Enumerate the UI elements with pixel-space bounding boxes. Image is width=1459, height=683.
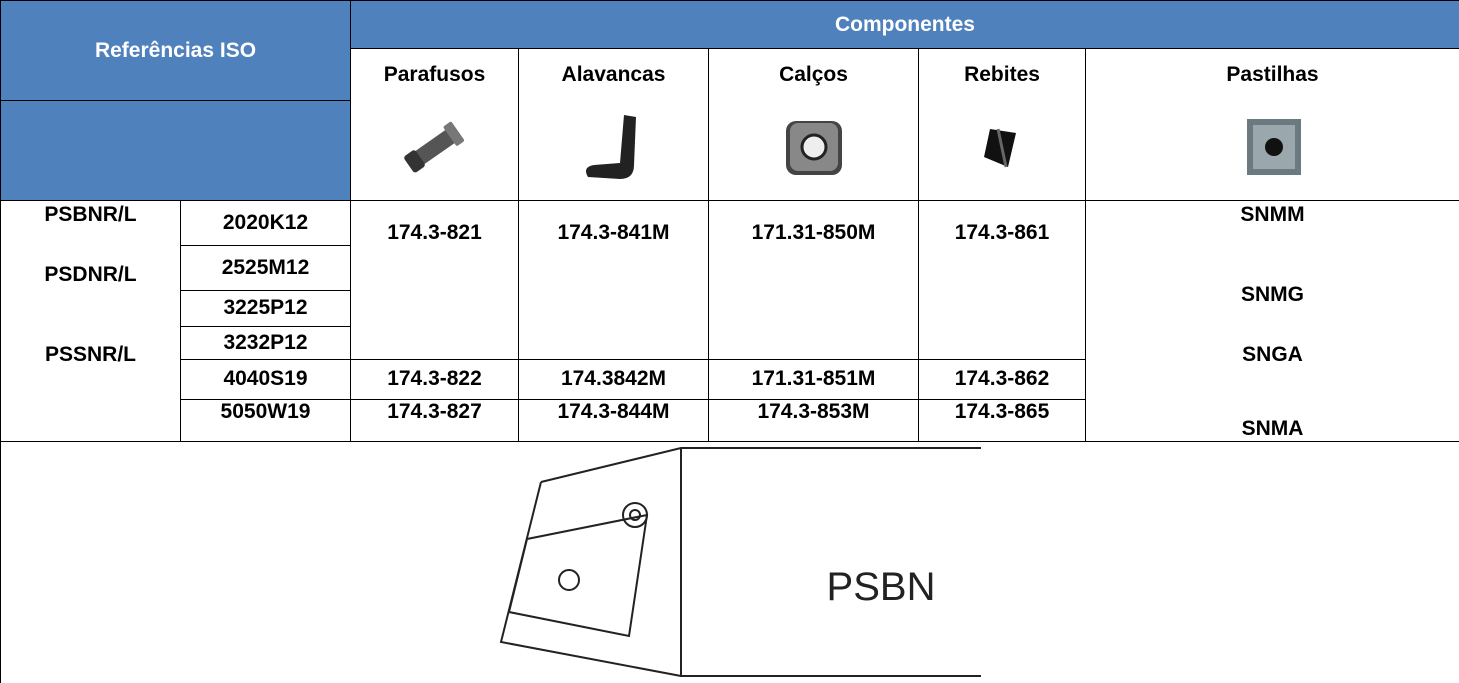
size: 3225P12 bbox=[181, 291, 351, 326]
column-header: Calços bbox=[709, 49, 919, 101]
icon-cell bbox=[519, 101, 709, 201]
family-cell: PSBNR/L PSDNR/L PSSNR/L bbox=[1, 201, 181, 442]
rivet-icon bbox=[962, 107, 1042, 187]
component: 174.3-861 bbox=[919, 201, 1086, 360]
size: 5050W19 bbox=[181, 399, 351, 441]
column-header: Alavancas bbox=[519, 49, 709, 101]
screw-icon bbox=[395, 107, 475, 187]
component: 174.3-822 bbox=[351, 359, 519, 399]
lever-icon bbox=[574, 107, 654, 187]
column-header: Rebites bbox=[919, 49, 1086, 101]
size: 3232P12 bbox=[181, 326, 351, 359]
insert: SNMM bbox=[1086, 203, 1459, 227]
column-header: Parafusos bbox=[351, 49, 519, 101]
component: 174.3842M bbox=[519, 359, 709, 399]
shim-icon bbox=[774, 107, 854, 187]
component: 174.3-862 bbox=[919, 359, 1086, 399]
size: 2020K12 bbox=[181, 201, 351, 246]
family: PSBNR/L bbox=[1, 203, 180, 227]
size: 4040S19 bbox=[181, 359, 351, 399]
iso-header-fill bbox=[1, 101, 351, 201]
diagram: PSBN bbox=[1, 442, 1459, 682]
insert: SNGA bbox=[1086, 343, 1459, 367]
component: 171.31-850M bbox=[709, 201, 919, 360]
component: 174.3-841M bbox=[519, 201, 709, 360]
iso-header: Referências ISO bbox=[1, 1, 351, 101]
component: 174.3-853M bbox=[709, 399, 919, 441]
component: 171.31-851M bbox=[709, 359, 919, 399]
insert: SNMA bbox=[1086, 417, 1459, 441]
component: 174.3-827 bbox=[351, 399, 519, 441]
icon-cell bbox=[1086, 101, 1459, 201]
component: 174.3-865 bbox=[919, 399, 1086, 441]
group-header: Componentes bbox=[351, 1, 1459, 49]
icon-cell bbox=[709, 101, 919, 201]
diagram-cell: PSBN bbox=[1, 442, 1459, 683]
size: 2525M12 bbox=[181, 246, 351, 291]
component: 174.3-821 bbox=[351, 201, 519, 360]
column-header: Pastilhas bbox=[1086, 49, 1459, 101]
insert: SNMG bbox=[1086, 283, 1459, 307]
diagram-label: PSBN bbox=[827, 565, 936, 609]
icon-cell bbox=[919, 101, 1086, 201]
insert-icon bbox=[1233, 107, 1313, 187]
insert-cell: SNMM SNMG SNGA SNMA bbox=[1086, 201, 1459, 442]
family: PSDNR/L bbox=[1, 263, 180, 287]
icon-cell bbox=[351, 101, 519, 201]
family: PSSNR/L bbox=[1, 343, 180, 367]
component: 174.3-844M bbox=[519, 399, 709, 441]
